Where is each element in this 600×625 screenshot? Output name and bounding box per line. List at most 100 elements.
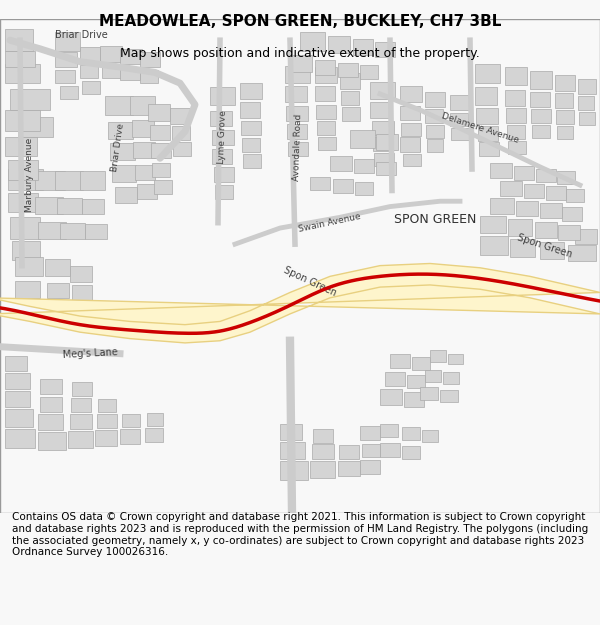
Bar — [578, 79, 596, 94]
Bar — [140, 52, 160, 67]
Bar — [100, 46, 122, 62]
Bar — [566, 189, 584, 202]
Bar — [120, 429, 140, 444]
Bar — [558, 225, 580, 240]
Bar — [315, 86, 335, 101]
Bar — [243, 154, 261, 168]
Bar — [422, 430, 438, 442]
Bar — [478, 126, 498, 141]
Bar — [315, 67, 337, 83]
Bar — [373, 137, 393, 151]
Text: Lyme Grove: Lyme Grove — [217, 110, 227, 164]
Bar — [400, 106, 420, 119]
Bar — [556, 110, 574, 124]
Bar — [71, 398, 91, 412]
Bar — [401, 123, 421, 136]
Bar — [579, 112, 595, 125]
Bar — [507, 125, 525, 139]
Bar — [479, 142, 499, 156]
Bar — [312, 444, 334, 459]
Bar — [72, 381, 92, 396]
Bar — [82, 199, 104, 214]
Bar — [557, 171, 575, 184]
Bar — [5, 409, 33, 427]
Bar — [390, 354, 410, 367]
Bar — [450, 95, 470, 110]
Bar — [5, 373, 30, 389]
Bar — [215, 185, 233, 199]
Text: Spon Green: Spon Green — [516, 232, 574, 260]
Bar — [360, 65, 378, 79]
Bar — [480, 236, 508, 255]
Bar — [285, 66, 310, 83]
Text: Swain Avenue: Swain Avenue — [298, 212, 362, 234]
Bar — [212, 131, 234, 146]
Bar — [80, 171, 105, 191]
Bar — [287, 124, 307, 139]
Bar — [333, 179, 353, 192]
Bar — [555, 74, 575, 91]
Bar — [150, 125, 170, 140]
Bar — [288, 142, 308, 156]
Bar — [135, 165, 155, 180]
Bar — [5, 137, 37, 156]
Bar — [360, 460, 380, 474]
Bar — [531, 109, 551, 123]
Bar — [555, 92, 573, 108]
Bar — [172, 126, 190, 140]
Bar — [38, 432, 66, 450]
Text: Briar Drive: Briar Drive — [110, 122, 126, 172]
Bar — [338, 461, 360, 476]
Bar — [402, 446, 420, 459]
Bar — [115, 188, 137, 203]
Bar — [35, 171, 65, 191]
Bar — [374, 153, 394, 166]
Polygon shape — [0, 264, 600, 343]
Bar — [60, 86, 78, 99]
Bar — [475, 88, 497, 104]
Bar — [40, 397, 62, 412]
Bar — [280, 461, 308, 480]
Bar — [339, 445, 359, 459]
Bar — [338, 62, 358, 77]
Bar — [578, 96, 594, 110]
Bar — [145, 428, 163, 442]
Bar — [241, 121, 261, 134]
Bar — [120, 67, 140, 80]
Bar — [5, 429, 35, 448]
Bar — [412, 357, 430, 370]
Bar — [170, 108, 190, 124]
Bar — [300, 32, 325, 51]
Bar — [55, 171, 83, 191]
Bar — [310, 461, 335, 478]
Bar — [354, 159, 374, 173]
Bar — [240, 102, 260, 118]
Bar — [173, 142, 191, 156]
Bar — [440, 390, 458, 402]
Bar — [122, 414, 140, 427]
Bar — [112, 165, 136, 182]
Bar — [12, 241, 40, 260]
Bar — [280, 442, 305, 459]
Bar — [80, 65, 98, 78]
Bar — [102, 65, 122, 78]
Bar — [95, 430, 117, 446]
Bar — [402, 138, 420, 151]
Bar — [8, 169, 43, 191]
Bar — [148, 104, 170, 121]
Bar — [105, 96, 133, 116]
Bar — [536, 169, 556, 182]
Text: Marbury Avenue: Marbury Avenue — [25, 138, 35, 211]
Bar — [8, 161, 38, 180]
Bar — [130, 96, 155, 116]
Bar — [380, 424, 398, 438]
Bar — [38, 222, 66, 239]
Bar — [214, 167, 234, 182]
Bar — [154, 180, 172, 194]
Bar — [98, 399, 116, 412]
Bar — [10, 89, 50, 110]
Bar — [372, 121, 394, 134]
Bar — [68, 431, 93, 448]
Bar — [524, 184, 544, 198]
Bar — [152, 162, 170, 176]
